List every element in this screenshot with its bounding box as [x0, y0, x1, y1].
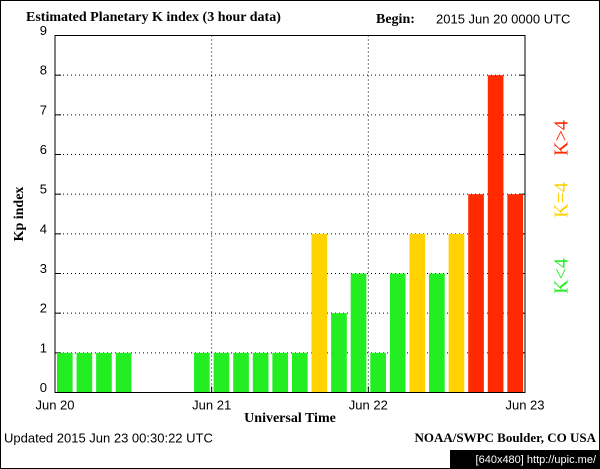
bar: [311, 233, 328, 393]
bar: [233, 352, 249, 393]
legend-entry: K>4: [551, 120, 573, 156]
legend-entry: K<4: [551, 258, 573, 294]
y-tick-label: 6: [40, 142, 47, 157]
bar: [96, 352, 112, 393]
bar: [291, 352, 308, 393]
x-tick-label: Jun 21: [192, 397, 231, 412]
y-tick-label: 0: [40, 380, 47, 395]
bar: [409, 233, 426, 393]
chart-title: Estimated Planetary K index (3 hour data…: [26, 10, 281, 25]
x-axis-label: Universal Time: [244, 411, 336, 426]
x-tick-label: Jun 20: [35, 397, 74, 412]
bar: [56, 352, 73, 393]
bar: [331, 313, 347, 393]
updated: Updated 2015 Jun 23 00:30:22 UTC: [4, 430, 213, 445]
bar: [429, 273, 445, 393]
bar: [115, 352, 132, 393]
y-tick-label: 7: [40, 102, 47, 117]
bar: [389, 273, 406, 393]
bar: [448, 233, 465, 393]
x-tick-label: Jun 22: [349, 397, 388, 412]
bar: [213, 352, 230, 393]
bar: [272, 352, 289, 393]
source: NOAA/SWPC Boulder, CO USA: [414, 430, 596, 445]
bar: [507, 194, 524, 393]
y-tick-label: 5: [40, 182, 47, 197]
y-tick-label: 2: [40, 301, 47, 316]
y-tick-label: 9: [40, 23, 47, 38]
y-tick-label: 1: [40, 340, 47, 355]
x-tick-label: Jun 23: [505, 397, 544, 412]
y-tick-label: 4: [40, 221, 47, 236]
watermark: [640x480] http://upic.me/: [476, 454, 597, 466]
legend-entry: K=4: [551, 182, 573, 218]
bar: [468, 194, 484, 393]
bar: [350, 273, 367, 393]
bar: [252, 352, 269, 393]
y-tick-label: 3: [40, 261, 47, 276]
y-tick-label: 8: [40, 63, 47, 78]
bar: [370, 352, 386, 393]
y-axis-label: Kp index: [12, 187, 27, 242]
begin-label: Begin:: [376, 12, 415, 27]
begin-date: 2015 Jun 20 0000 UTC: [436, 11, 570, 26]
bar: [487, 75, 504, 393]
bar: [194, 352, 210, 393]
bar: [76, 352, 93, 393]
plot-frame: [54, 35, 526, 393]
watermark-box: [450, 450, 600, 469]
